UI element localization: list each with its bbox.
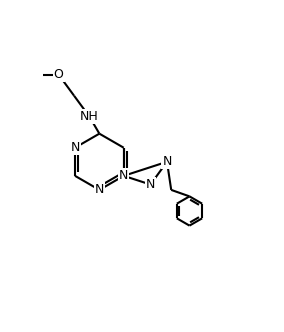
Text: N: N: [95, 183, 104, 197]
Text: N: N: [70, 141, 80, 154]
Text: NH: NH: [80, 110, 99, 123]
Text: O: O: [54, 68, 64, 81]
Text: N: N: [162, 155, 172, 168]
Text: N: N: [146, 178, 155, 191]
Text: N: N: [119, 169, 128, 182]
